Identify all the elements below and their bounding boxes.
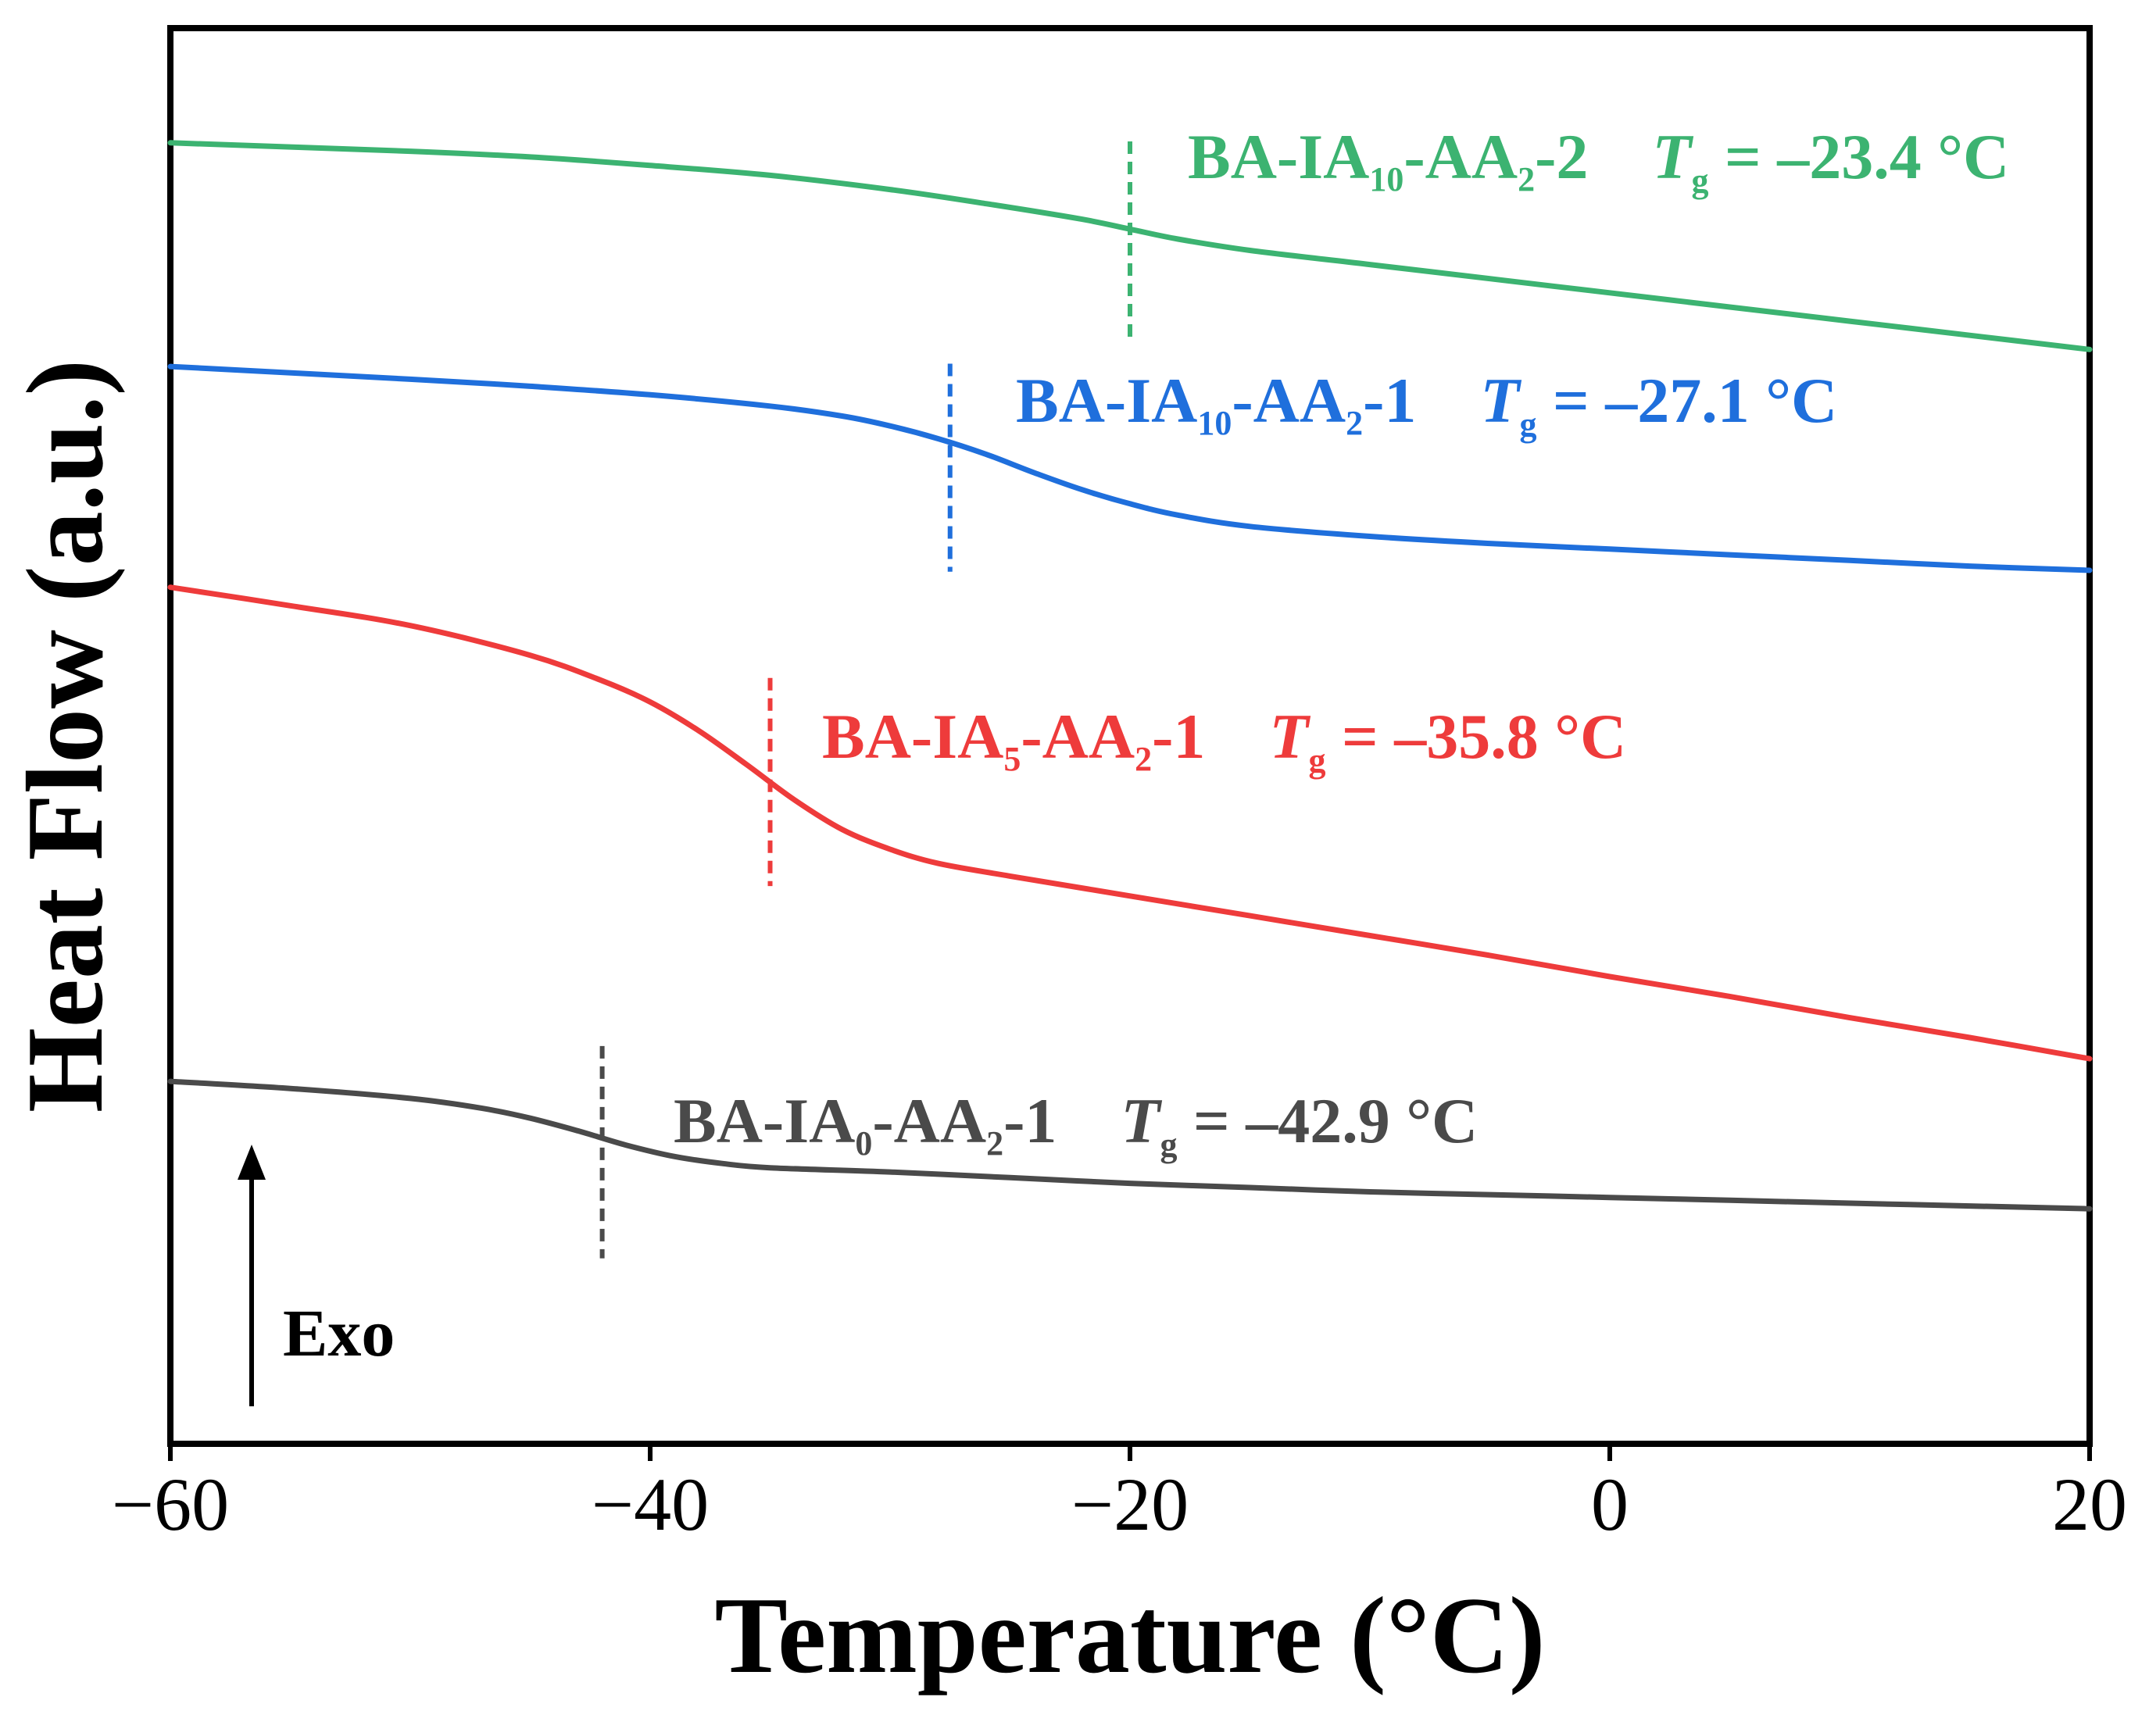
x-tick-label: −20 [1071, 1463, 1189, 1546]
series-label-ba-ia10-aa2-2: BA-IA10-AA2-2 Tg = –23.4 °C [1188, 121, 2009, 200]
tg-subscript: g [1520, 405, 1537, 444]
series-line-ba-ia10-aa2-1 [167, 363, 2093, 573]
label-part: BA-IA [1016, 365, 1197, 436]
x-tick-label: 20 [2052, 1463, 2127, 1546]
label-subscript: 10 [1369, 160, 1403, 198]
series-layer [167, 140, 2093, 1212]
x-ticks: −60 −40 −20 0 20 [112, 1444, 2127, 1546]
tg-subscript: g [1692, 162, 1709, 200]
label-subscript: 2 [1135, 740, 1152, 778]
series-line-ba-ia10-aa2-2 [167, 140, 2093, 352]
tg-symbol: T [1205, 701, 1310, 772]
tg-subscript: g [1309, 741, 1326, 780]
tg-value: = –23.4 °C [1709, 121, 2010, 192]
tg-value: = –35.8 °C [1326, 701, 1627, 772]
label-subscript: 2 [1346, 404, 1363, 442]
label-subscript: 5 [1003, 740, 1021, 778]
series-label-ba-ia10-aa2-1: BA-IA10-AA2-1 Tg = –27.1 °C [1016, 365, 1837, 444]
label-subscript: 0 [855, 1124, 872, 1163]
y-axis-title: Heat Flow (a.u.) [5, 359, 126, 1113]
label-part: -1 [1152, 701, 1205, 772]
exo-arrowhead-icon [238, 1145, 266, 1180]
label-part: BA-IA [674, 1085, 855, 1156]
exo-label: Exo [283, 1295, 395, 1370]
label-subscript: 2 [1518, 160, 1535, 198]
x-tick-label: −40 [592, 1463, 709, 1546]
label-part: -AA [872, 1085, 986, 1156]
label-part: -2 [1535, 121, 1588, 192]
label-part: -1 [1363, 365, 1416, 436]
plot-area: −60 −40 −20 0 20 BA-IA10-AA2-2 Tg = –23.4 °C… [112, 25, 2127, 1546]
tg-symbol: T [1057, 1085, 1162, 1156]
x-tick-label: 0 [1591, 1463, 1629, 1546]
label-part: -AA [1021, 701, 1135, 772]
series-line-ba-ia5-aa2-1 [167, 584, 2093, 1062]
series-labels: BA-IA10-AA2-2 Tg = –23.4 °CBA-IA10-AA2-1… [674, 121, 2009, 1164]
x-tick-label: −60 [112, 1463, 229, 1546]
label-subscript: 2 [986, 1124, 1003, 1163]
series-line-ba-ia0-aa2-1 [167, 1078, 2093, 1212]
x-axis-title: Temperature (°C) [715, 1575, 1546, 1696]
tg-symbol: T [1588, 121, 1693, 192]
series-label-ba-ia0-aa2-1: BA-IA0-AA2-1 Tg = –42.9 °C [674, 1085, 1478, 1164]
tg-subscript: g [1160, 1126, 1178, 1164]
tg-value: = –27.1 °C [1537, 365, 1838, 436]
series-label-ba-ia5-aa2-1: BA-IA5-AA2-1 Tg = –35.8 °C [822, 701, 1626, 780]
label-part: -1 [1003, 1085, 1057, 1156]
tg-value: = –42.9 °C [1178, 1085, 1479, 1156]
label-part: BA-IA [1188, 121, 1369, 192]
label-subscript: 10 [1197, 404, 1232, 442]
exo-indicator: Exo [238, 1145, 395, 1406]
label-part: -AA [1232, 365, 1346, 436]
tg-symbol: T [1416, 365, 1521, 436]
label-part: BA-IA [822, 701, 1003, 772]
label-part: -AA [1403, 121, 1518, 192]
tg-markers [599, 141, 1132, 1259]
